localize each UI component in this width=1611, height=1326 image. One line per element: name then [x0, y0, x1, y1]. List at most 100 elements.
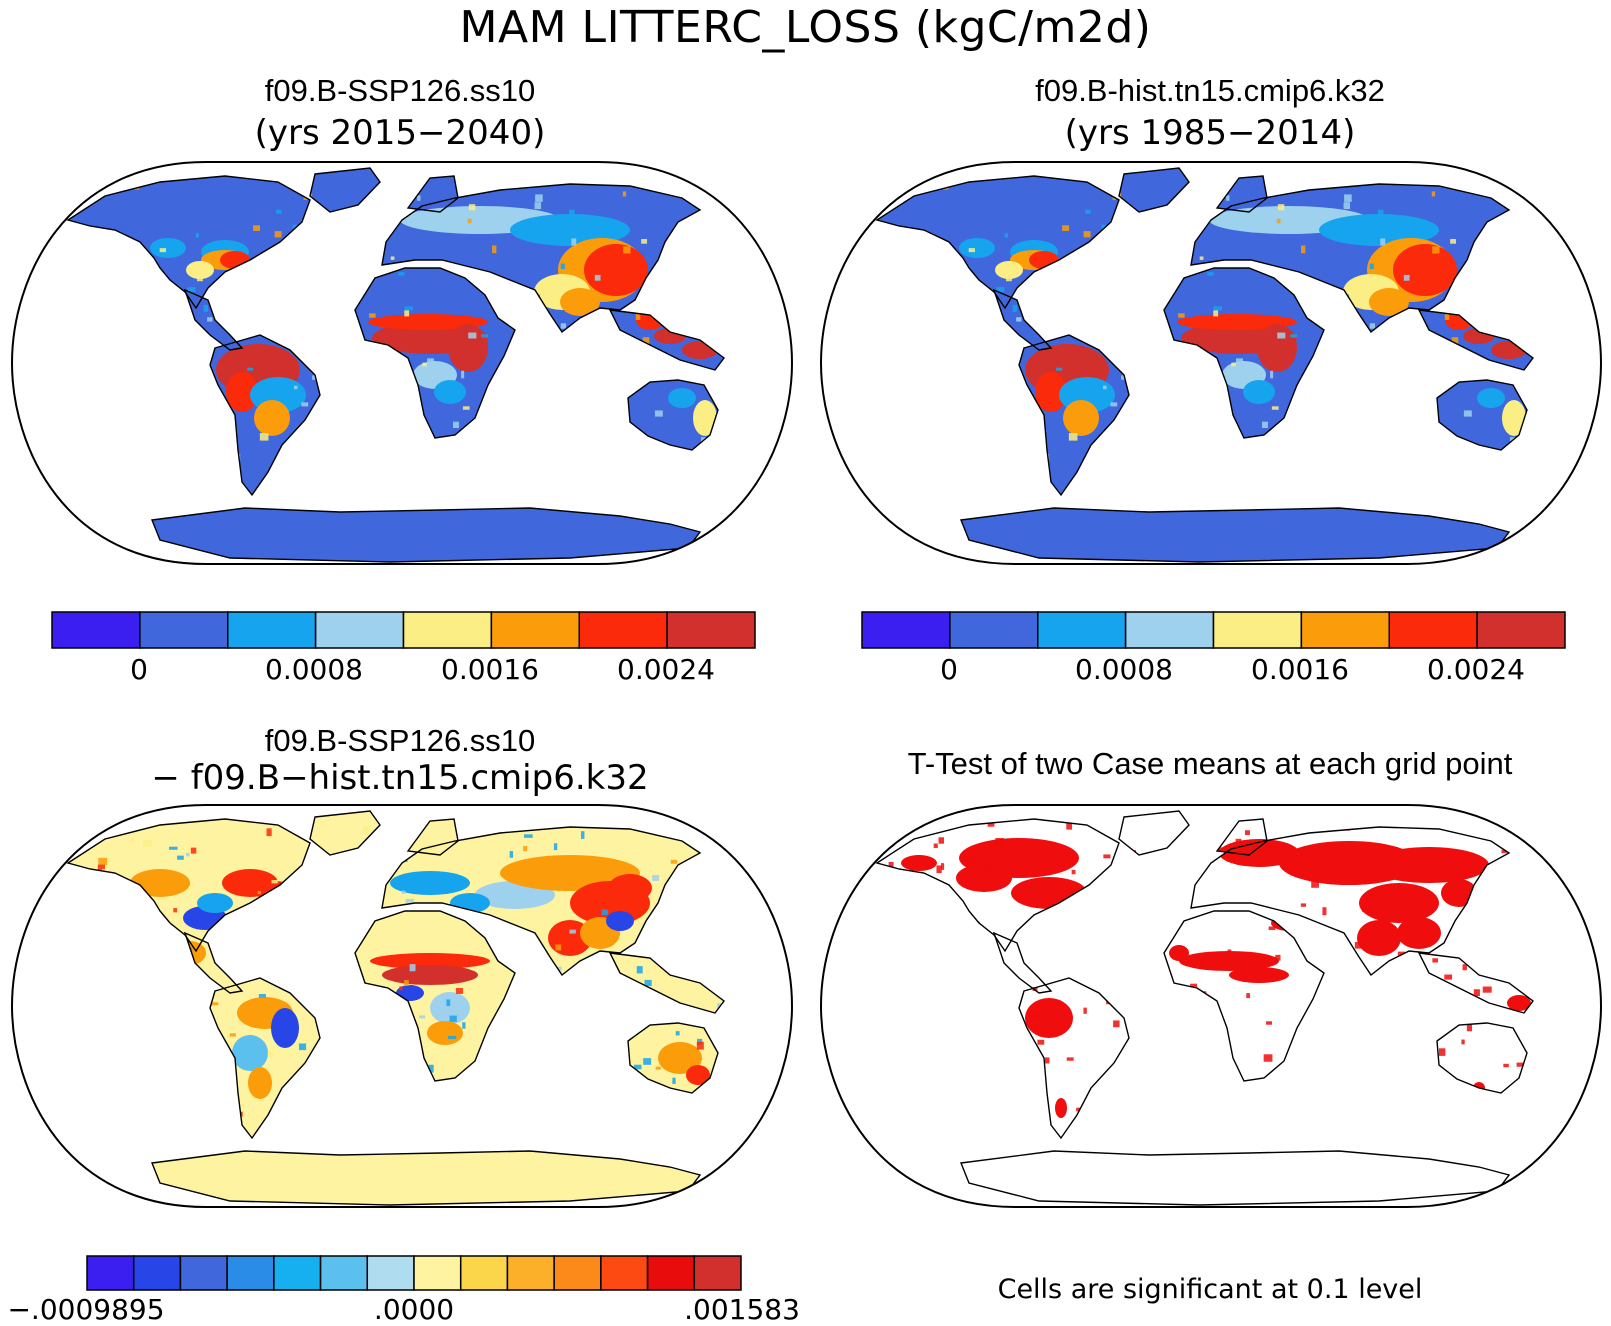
colorbar-swatch [693, 1255, 742, 1291]
field-speckle [635, 312, 641, 320]
field-patch [271, 1008, 299, 1048]
field-speckle [888, 861, 894, 868]
field-speckle [523, 834, 533, 838]
coastline-africa [354, 267, 516, 439]
field-speckle [390, 256, 395, 260]
field-speckle [257, 890, 261, 895]
panel-title-bottom-right: T-Test of two Case means at each grid po… [907, 746, 1513, 781]
field-speckle [492, 245, 497, 254]
coastline-antarctica [151, 1150, 702, 1206]
field-speckle [641, 238, 648, 244]
colorbar-swatch [578, 611, 668, 649]
field-speckle [274, 231, 282, 238]
coastline-namerica [66, 175, 311, 310]
field-patch [693, 400, 717, 436]
field-patch [560, 288, 600, 316]
coastline-eurasia [381, 183, 702, 334]
field-speckle [190, 847, 197, 854]
field-speckle [427, 358, 434, 366]
field-speckle [995, 838, 1004, 846]
field-speckle [1516, 1062, 1526, 1067]
field-patch [1177, 314, 1297, 330]
field-speckle [941, 863, 945, 870]
field-speckle [988, 867, 993, 872]
field-speckle [1080, 391, 1086, 397]
field-speckle [655, 1066, 661, 1070]
field-speckle [266, 828, 272, 837]
field-speckle [271, 391, 277, 397]
field-speckle [1207, 272, 1214, 276]
map-content [821, 805, 1601, 1207]
panel-subtitle-bottom-left: − f09.B−hist.tn15.cmip6.k32 [151, 758, 649, 798]
field-speckle [633, 1064, 642, 1070]
field-speckle [1277, 332, 1286, 339]
field-patch [1359, 883, 1439, 923]
field-speckle [462, 1022, 466, 1029]
field-speckle [1012, 304, 1018, 312]
coastline-central [183, 931, 244, 994]
field-speckle [1066, 1057, 1074, 1061]
colorbar-swatch [227, 611, 317, 649]
field-speckle [1444, 312, 1450, 320]
globe-border [10, 804, 794, 1208]
field-speckle [455, 987, 464, 994]
coastline-scand [1215, 175, 1268, 213]
field-speckle [576, 226, 586, 232]
globe-border [819, 804, 1603, 1208]
field-speckle [247, 367, 254, 371]
field-speckle [1032, 987, 1038, 991]
map-top-right [819, 161, 1603, 565]
panel-title-top-right: f09.B-hist.tn15.cmip6.k32 [1035, 73, 1385, 108]
field-speckle [1057, 1000, 1061, 1005]
field-speckle [996, 287, 1005, 292]
field-speckle [1456, 873, 1460, 881]
field-speckle [1199, 256, 1204, 260]
field-speckle [1066, 823, 1073, 830]
field-patch [1219, 839, 1299, 867]
colorbar-swatch [1124, 611, 1215, 649]
panel-title-bottom-left: f09.B-SSP126.ss10 [264, 723, 536, 758]
field-speckle [644, 979, 652, 987]
field-patch [1357, 920, 1401, 956]
coastline-seasia [608, 309, 725, 371]
field-speckle [276, 209, 282, 214]
field-speckle [1432, 246, 1440, 254]
colorbar-tick-label: .001583 [684, 1293, 800, 1326]
field-speckle [1501, 849, 1507, 854]
colorbar-top-right [861, 611, 1566, 649]
field-speckle [259, 433, 269, 441]
field-speckle [1062, 225, 1070, 231]
coastline-namerica [875, 818, 1120, 953]
field-speckle [210, 1002, 219, 1006]
field-speckle [446, 999, 451, 1007]
field-speckle [468, 204, 476, 211]
coastline-seasia [1417, 309, 1534, 371]
field-speckle [293, 385, 298, 390]
field-speckle [1463, 410, 1472, 417]
coastline-scand [406, 818, 459, 856]
field-speckle [984, 863, 993, 870]
land-greenland [310, 168, 380, 212]
coastline-samerica [209, 977, 321, 1140]
field-patch [1369, 288, 1409, 316]
field-speckle [409, 964, 416, 972]
colorbar-tick-label: 0.0008 [1075, 653, 1173, 686]
coastline-antarctica [151, 507, 702, 563]
colorbar-swatch [646, 1255, 696, 1291]
map-content [12, 162, 792, 564]
field-speckle [453, 421, 459, 429]
field-speckle [1244, 830, 1250, 836]
field-speckle [1438, 1048, 1446, 1056]
field-speckle [1113, 1020, 1120, 1028]
field-speckle [369, 313, 376, 318]
colorbar-swatch [139, 611, 229, 649]
field-speckle [258, 993, 266, 998]
field-patch [226, 372, 258, 412]
coastline-africa [354, 910, 516, 1082]
field-speckle [555, 944, 562, 951]
coastline-samerica [1018, 977, 1130, 1140]
field-patch [606, 911, 634, 931]
field-patch [686, 1065, 710, 1085]
colorbar-swatch [861, 611, 951, 649]
field-speckle [401, 890, 406, 894]
